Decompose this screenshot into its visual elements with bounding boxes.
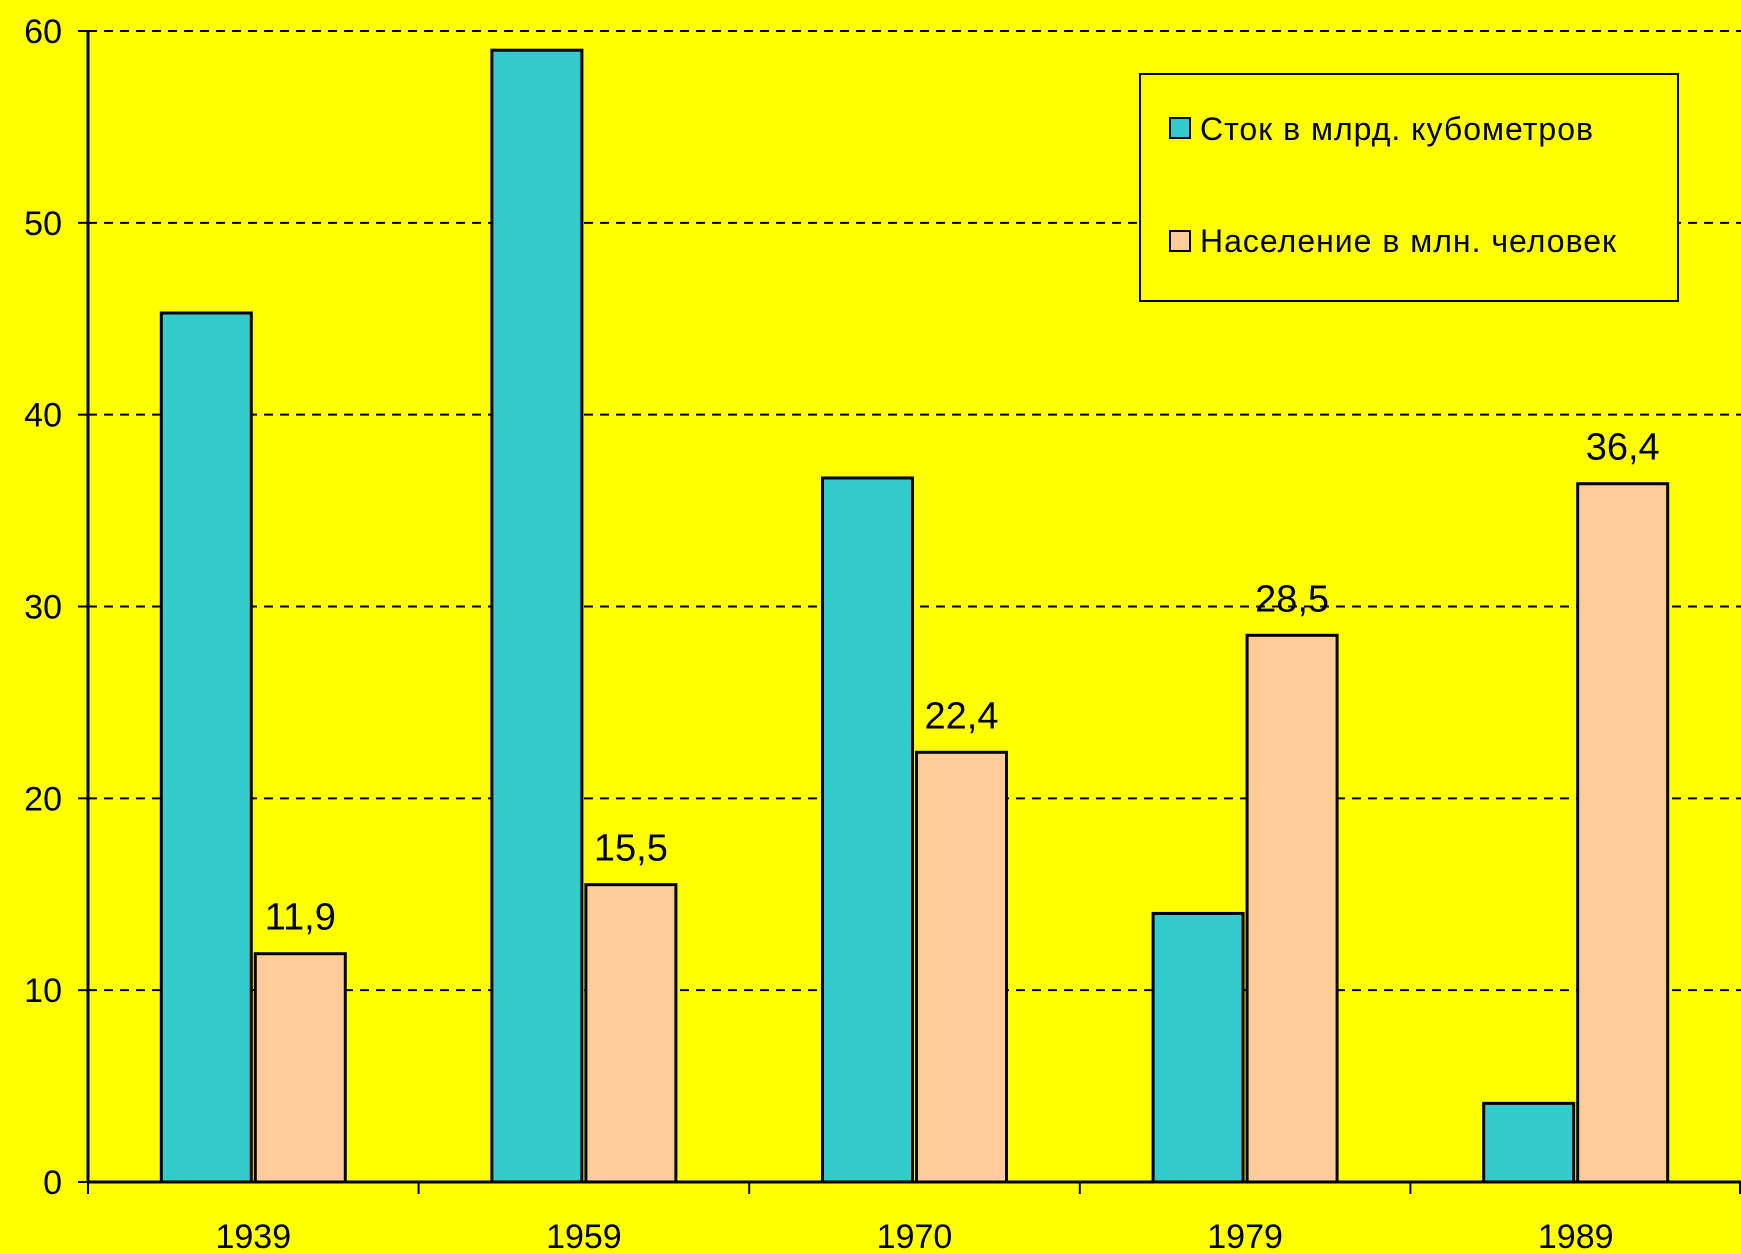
- axes: [78, 30, 1741, 1194]
- y-tick-label: 10: [24, 972, 62, 1010]
- y-tick-label: 60: [24, 13, 62, 51]
- bar-runoff-1979: [1151, 911, 1245, 1184]
- bar-population-1939: [253, 952, 347, 1184]
- y-tick-labels: 0 10 20 30 40 50 60: [24, 13, 62, 1202]
- legend-label-population: Население в млн. человек: [1200, 223, 1617, 259]
- x-tick-label: 1989: [1538, 1218, 1614, 1254]
- legend-label-runoff: Сток в млрд. кубометров: [1200, 111, 1594, 147]
- data-label-population-1979: 28,5: [1255, 578, 1329, 620]
- data-label-population-1989: 36,4: [1586, 427, 1660, 469]
- bar-runoff-1959: [490, 48, 584, 1184]
- y-tick-label: 30: [24, 589, 62, 627]
- bar-population-1979: [1245, 633, 1339, 1184]
- legend-box: [1139, 73, 1679, 302]
- bar-runoff-1939: [159, 311, 253, 1184]
- y-tick-label: 0: [43, 1164, 62, 1202]
- legend-swatch-runoff: [1169, 117, 1191, 139]
- x-tick-labels: 1939 1959 1970 1979 1989: [215, 1218, 1613, 1254]
- data-labels: 11,9 15,5 22,4 28,5 36,4: [265, 427, 1660, 939]
- x-tick-label: 1970: [877, 1218, 953, 1254]
- y-tick-label: 50: [24, 205, 62, 243]
- x-tick-label: 1939: [215, 1218, 291, 1254]
- x-tick-label: 1959: [546, 1218, 622, 1254]
- legend: Сток в млрд. кубометров Население в млн.…: [1139, 73, 1679, 302]
- legend-swatch-population: [1169, 230, 1191, 252]
- bar-population-1970: [915, 750, 1008, 1184]
- y-tick-label: 40: [24, 397, 62, 435]
- data-label-population-1939: 11,9: [265, 897, 336, 939]
- bar-population-1959: [584, 883, 678, 1184]
- x-tick-label: 1979: [1207, 1218, 1283, 1254]
- bar-runoff-1970: [821, 476, 914, 1184]
- data-label-population-1959: 15,5: [594, 828, 668, 870]
- y-tick-label: 20: [24, 780, 62, 818]
- data-label-population-1970: 22,4: [925, 695, 999, 737]
- bars: [159, 48, 1670, 1184]
- bar-population-1989: [1576, 482, 1670, 1184]
- bar-runoff-1989: [1482, 1101, 1576, 1184]
